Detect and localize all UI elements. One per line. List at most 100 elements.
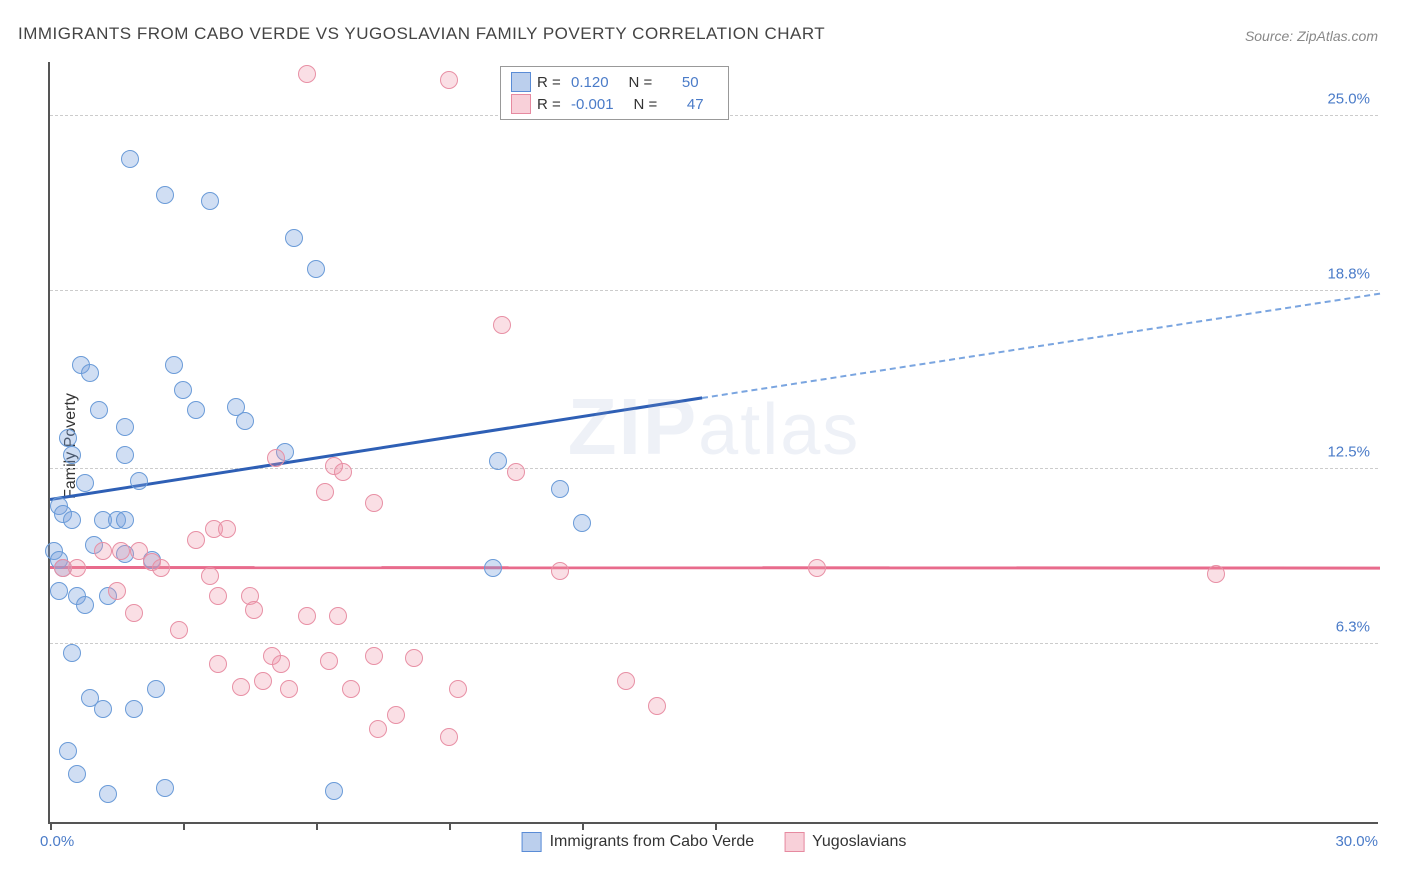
- data-point-yugoslavians: [1207, 565, 1225, 583]
- data-point-yugoslavians: [209, 655, 227, 673]
- data-point-cabo_verde: [63, 511, 81, 529]
- legend-r-label: R =: [537, 96, 565, 113]
- data-point-yugoslavians: [365, 647, 383, 665]
- data-point-cabo_verde: [147, 680, 165, 698]
- data-point-cabo_verde: [99, 785, 117, 803]
- data-point-cabo_verde: [76, 596, 94, 614]
- data-point-cabo_verde: [81, 364, 99, 382]
- legend-swatch-blue: [522, 832, 542, 852]
- data-point-yugoslavians: [365, 494, 383, 512]
- legend-item: Immigrants from Cabo Verde: [522, 832, 755, 852]
- data-point-cabo_verde: [90, 401, 108, 419]
- y-tick-label: 25.0%: [1327, 91, 1370, 108]
- legend-label: Immigrants from Cabo Verde: [550, 833, 755, 851]
- data-point-yugoslavians: [112, 542, 130, 560]
- legend-n-value: 50: [663, 74, 713, 91]
- data-point-cabo_verde: [63, 446, 81, 464]
- data-point-cabo_verde: [165, 356, 183, 374]
- data-point-cabo_verde: [94, 700, 112, 718]
- legend-swatch-pink: [511, 94, 531, 114]
- data-point-yugoslavians: [369, 720, 387, 738]
- legend-r-value: -0.001: [571, 96, 628, 113]
- data-point-yugoslavians: [507, 463, 525, 481]
- legend-r-label: R =: [537, 74, 565, 91]
- data-point-yugoslavians: [68, 559, 86, 577]
- data-point-cabo_verde: [116, 446, 134, 464]
- data-point-yugoslavians: [493, 316, 511, 334]
- data-point-yugoslavians: [280, 680, 298, 698]
- y-tick-label: 18.8%: [1327, 266, 1370, 283]
- data-point-cabo_verde: [156, 186, 174, 204]
- data-point-yugoslavians: [808, 559, 826, 577]
- data-point-yugoslavians: [648, 697, 666, 715]
- data-point-cabo_verde: [489, 452, 507, 470]
- data-point-cabo_verde: [156, 779, 174, 797]
- data-point-cabo_verde: [116, 418, 134, 436]
- data-point-cabo_verde: [236, 412, 254, 430]
- x-tick: [183, 822, 185, 830]
- x-axis-min-label: 0.0%: [40, 833, 74, 850]
- data-point-cabo_verde: [63, 644, 81, 662]
- legend-row: R =-0.001N =47: [511, 93, 718, 115]
- data-point-yugoslavians: [272, 655, 290, 673]
- data-point-cabo_verde: [573, 514, 591, 532]
- data-point-yugoslavians: [125, 604, 143, 622]
- data-point-yugoslavians: [94, 542, 112, 560]
- legend-row: R =0.120N =50: [511, 71, 718, 93]
- data-point-yugoslavians: [298, 607, 316, 625]
- data-point-yugoslavians: [209, 587, 227, 605]
- data-point-yugoslavians: [152, 559, 170, 577]
- data-point-yugoslavians: [316, 483, 334, 501]
- correlation-legend: R =0.120N =50R =-0.001N =47: [500, 66, 729, 120]
- y-tick-label: 12.5%: [1327, 444, 1370, 461]
- data-point-yugoslavians: [201, 567, 219, 585]
- data-point-cabo_verde: [59, 429, 77, 447]
- data-point-yugoslavians: [449, 680, 467, 698]
- data-point-yugoslavians: [254, 672, 272, 690]
- legend-item: Yugoslavians: [784, 832, 906, 852]
- data-point-cabo_verde: [125, 700, 143, 718]
- data-point-cabo_verde: [121, 150, 139, 168]
- data-point-yugoslavians: [387, 706, 405, 724]
- data-point-yugoslavians: [329, 607, 347, 625]
- data-point-yugoslavians: [108, 582, 126, 600]
- trend-line-cabo_verde: [702, 292, 1381, 398]
- x-tick: [50, 822, 52, 830]
- data-point-yugoslavians: [245, 601, 263, 619]
- data-point-cabo_verde: [307, 260, 325, 278]
- legend-swatch-pink: [784, 832, 804, 852]
- data-point-yugoslavians: [617, 672, 635, 690]
- data-point-yugoslavians: [440, 728, 458, 746]
- data-point-yugoslavians: [320, 652, 338, 670]
- data-point-cabo_verde: [325, 782, 343, 800]
- data-point-yugoslavians: [440, 71, 458, 89]
- data-point-yugoslavians: [334, 463, 352, 481]
- legend-r-value: 0.120: [571, 74, 623, 91]
- data-point-yugoslavians: [218, 520, 236, 538]
- data-point-cabo_verde: [201, 192, 219, 210]
- y-tick-label: 6.3%: [1336, 619, 1370, 636]
- x-tick: [316, 822, 318, 830]
- legend-n-label: N =: [634, 96, 662, 113]
- data-point-yugoslavians: [405, 649, 423, 667]
- data-point-yugoslavians: [170, 621, 188, 639]
- x-tick: [582, 822, 584, 830]
- data-point-cabo_verde: [59, 742, 77, 760]
- data-point-cabo_verde: [68, 765, 86, 783]
- data-point-cabo_verde: [50, 582, 68, 600]
- data-point-yugoslavians: [232, 678, 250, 696]
- legend-swatch-blue: [511, 72, 531, 92]
- data-point-cabo_verde: [130, 472, 148, 490]
- data-point-yugoslavians: [267, 449, 285, 467]
- data-point-cabo_verde: [174, 381, 192, 399]
- data-point-yugoslavians: [187, 531, 205, 549]
- grid-line: [50, 643, 1378, 644]
- data-point-cabo_verde: [551, 480, 569, 498]
- grid-line: [50, 290, 1378, 291]
- data-point-cabo_verde: [116, 511, 134, 529]
- data-point-yugoslavians: [298, 65, 316, 83]
- series-legend: Immigrants from Cabo Verde Yugoslavians: [522, 832, 907, 852]
- legend-label: Yugoslavians: [812, 833, 906, 851]
- data-point-yugoslavians: [551, 562, 569, 580]
- x-axis-max-label: 30.0%: [1335, 833, 1378, 850]
